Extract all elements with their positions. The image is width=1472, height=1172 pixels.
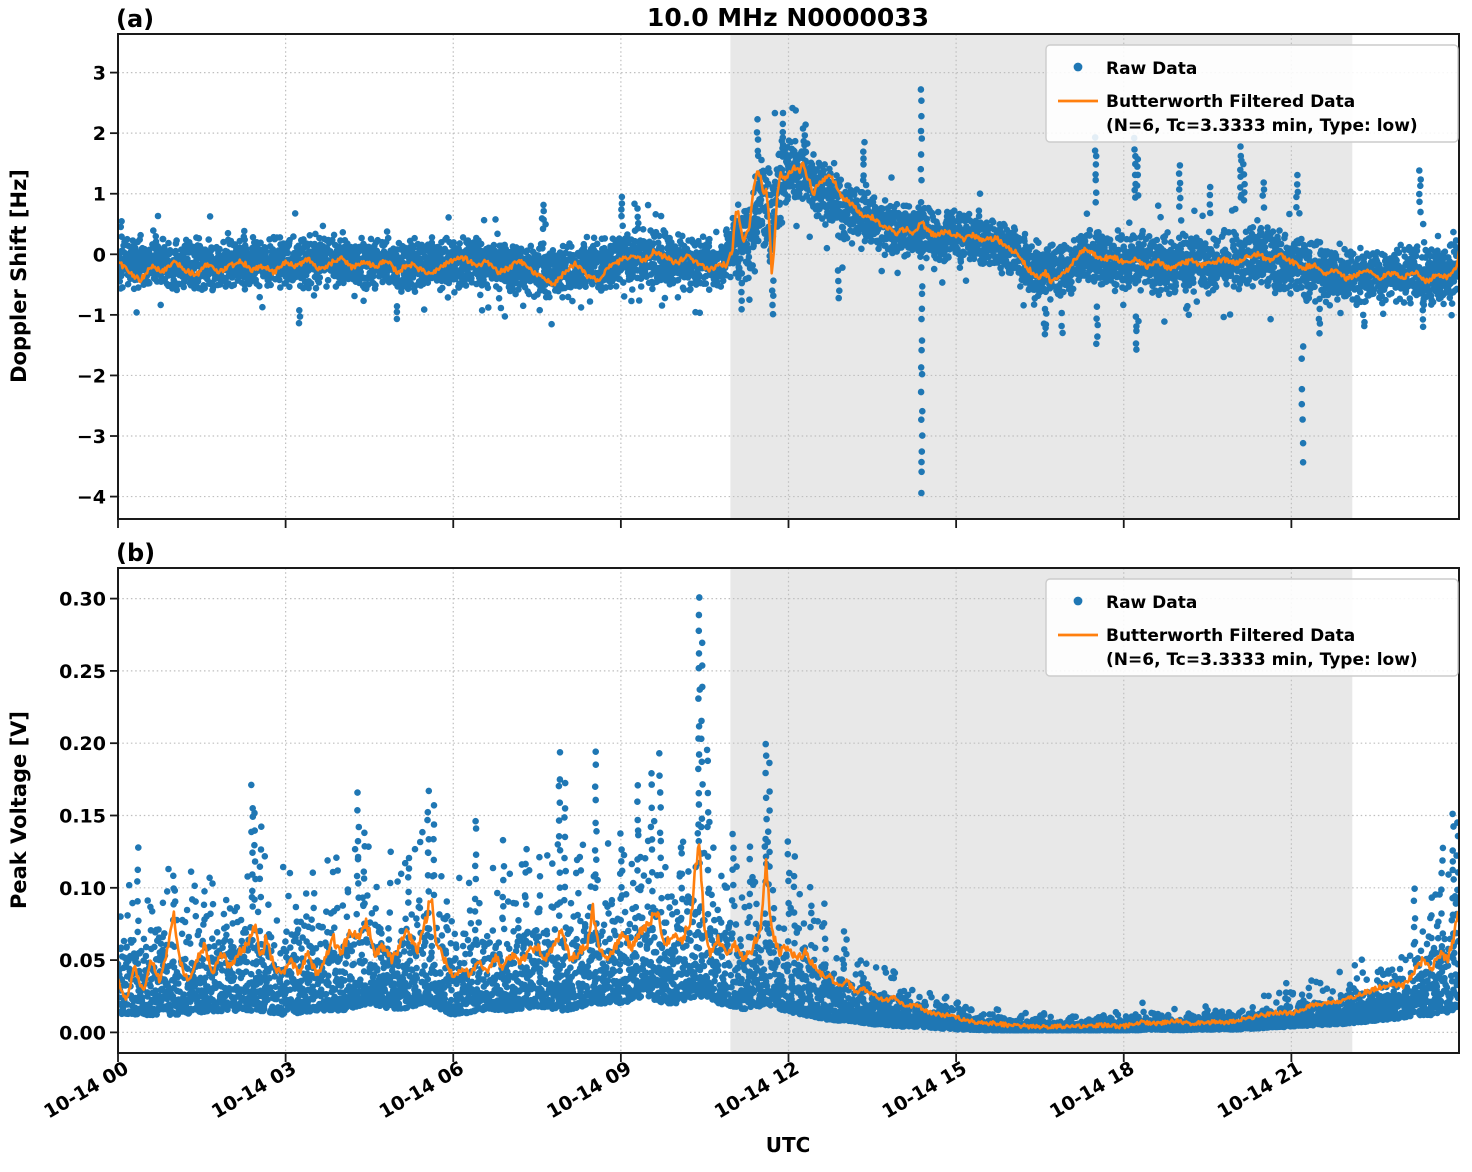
y-tick-label: 0.20 <box>59 733 106 755</box>
x-axis-label: UTC <box>766 1133 811 1157</box>
legend-a-filtered-params: (N=6, Tc=3.3333 min, Type: low) <box>1106 116 1418 136</box>
x-tick-label: 10-14 12 <box>711 1057 803 1123</box>
legend-a: Raw Data Butterworth Filtered Data (N=6,… <box>1046 45 1458 142</box>
legend-b-raw-marker-icon <box>1074 597 1083 606</box>
y-tick-label: −1 <box>77 305 106 327</box>
y-tick-label: −4 <box>77 487 106 509</box>
figure-title: 10.0 MHz N0000033 <box>647 3 929 32</box>
panel-b: 0.30 0.25 0.20 0.15 0.10 0.05 0.00 10-14 00 10-1… <box>40 568 1462 1123</box>
y-tick-label: 0.15 <box>59 806 106 828</box>
y-tick-label: −2 <box>77 365 106 387</box>
legend-a-filtered-label: Butterworth Filtered Data <box>1106 92 1355 112</box>
x-tick-label: 10-14 00 <box>40 1057 132 1123</box>
x-tick-label: 10-14 21 <box>1214 1057 1306 1123</box>
legend-a-raw-marker-icon <box>1074 63 1083 72</box>
x-tick-label: 10-14 09 <box>543 1057 635 1123</box>
legend-b-raw-label: Raw Data <box>1106 593 1197 613</box>
y-tick-label: 2 <box>93 123 106 145</box>
x-tick-label: 10-14 06 <box>375 1057 467 1123</box>
legend-a-raw-label: Raw Data <box>1106 59 1197 79</box>
legend-b-filtered-params: (N=6, Tc=3.3333 min, Type: low) <box>1106 650 1418 670</box>
panel-b-label: (b) <box>116 539 155 567</box>
y-tick-label: 0 <box>93 244 106 266</box>
x-tick-label: 10-14 18 <box>1046 1057 1138 1123</box>
y-tick-label: 1 <box>93 184 106 206</box>
y-axis-label-a: Doppler Shift [Hz] <box>7 169 31 383</box>
y-tick-label: 0.05 <box>59 950 106 972</box>
y-tick-label: 0.30 <box>59 589 106 611</box>
y-tick-label: 0.10 <box>59 878 106 900</box>
y-axis-label-b: Peak Voltage [V] <box>7 711 31 909</box>
panel-a-label: (a) <box>116 5 154 33</box>
y-tick-label: 3 <box>93 63 106 85</box>
legend-b-filtered-label: Butterworth Filtered Data <box>1106 626 1355 646</box>
y-tick-label: 0.25 <box>59 661 106 683</box>
y-tick-label: 0.00 <box>59 1022 106 1044</box>
x-tick-label: 10-14 03 <box>208 1057 300 1123</box>
x-tick-label: 10-14 15 <box>878 1057 970 1123</box>
panel-a: 3 2 1 0 −1 −2 −3 −4 Raw Data Butterworth Filter… <box>77 34 1462 528</box>
y-tick-label: −3 <box>77 426 106 448</box>
legend-b: Raw Data Butterworth Filtered Data (N=6,… <box>1046 579 1458 676</box>
